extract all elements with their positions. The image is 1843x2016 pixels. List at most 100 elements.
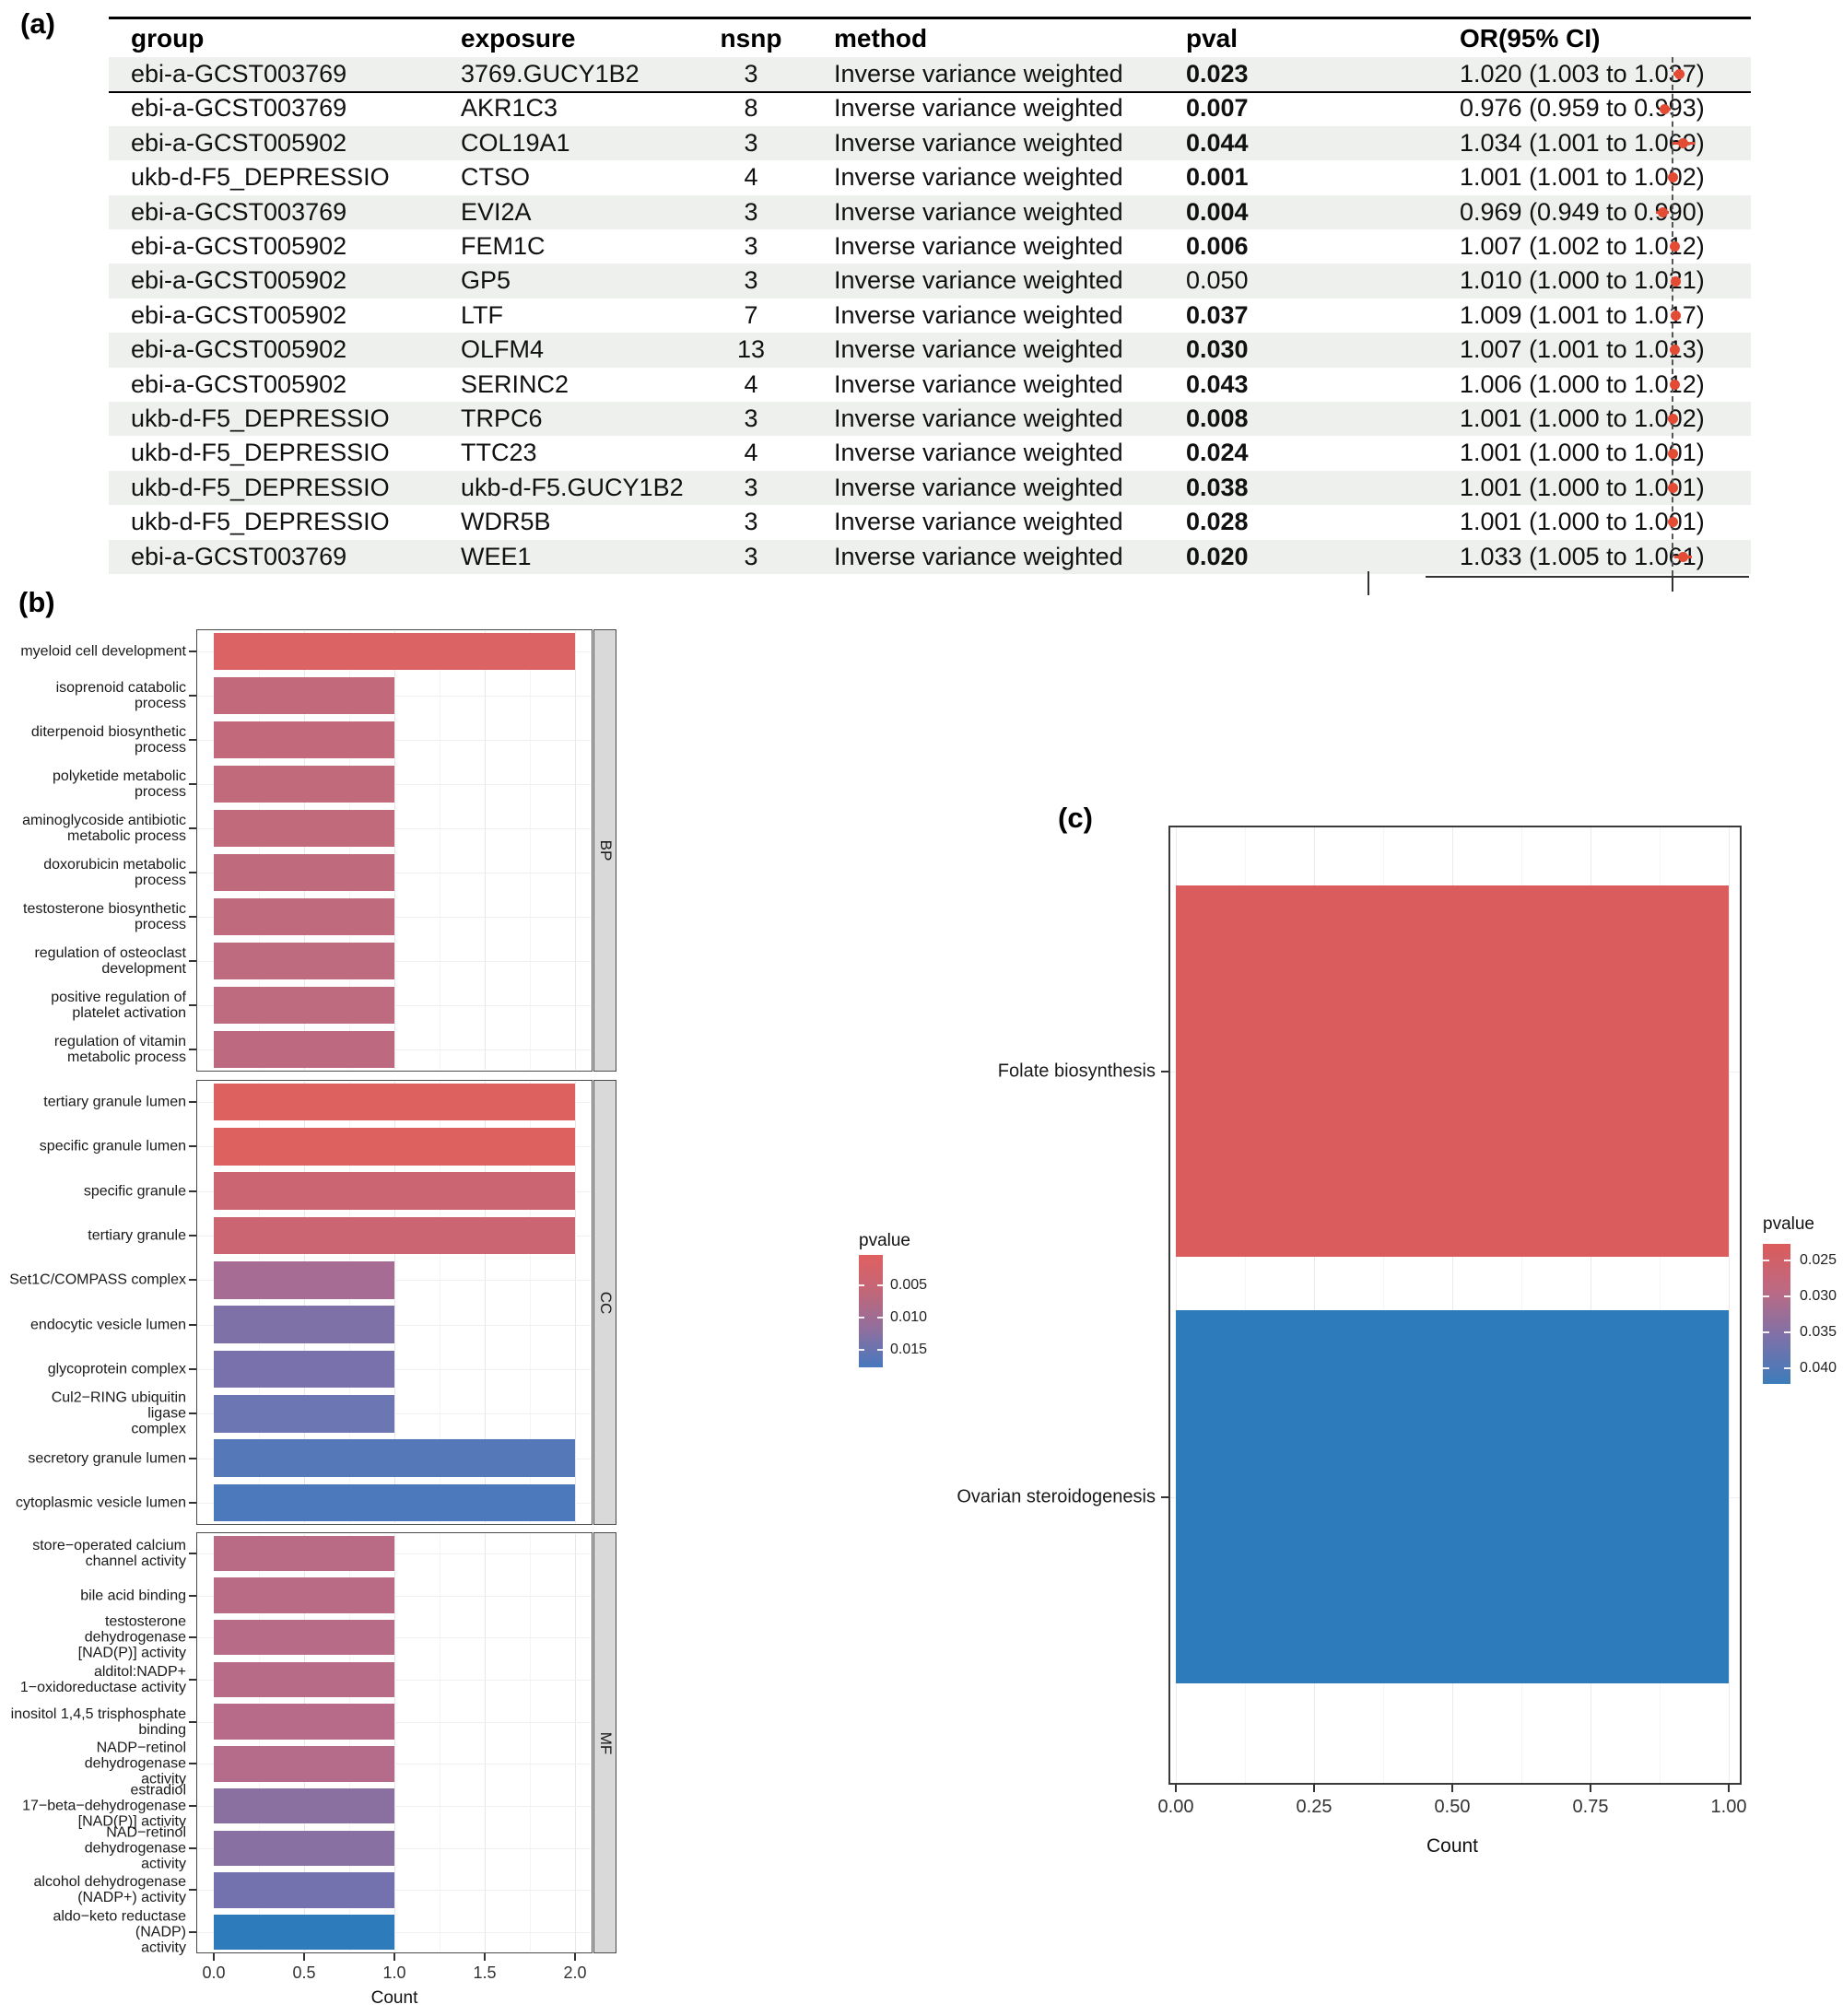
x-axis-tick-label: 0.25 [1296, 1797, 1332, 1817]
cell-method: Inverse variance weighted [834, 128, 1123, 157]
grid-h [198, 1413, 591, 1415]
y-axis-tick [189, 1552, 196, 1554]
category-label: Cul2−RING ubiquitin ligase complex [51, 1389, 186, 1437]
go-bar [214, 632, 575, 671]
cell-exposure: SERINC2 [461, 369, 569, 398]
grid-v [1729, 827, 1730, 1783]
grid-v [1521, 827, 1522, 1783]
grid-h [198, 696, 591, 697]
category-label: myeloid cell development [20, 643, 186, 660]
y-axis-tick [189, 1235, 196, 1237]
go-bar [214, 1620, 394, 1656]
x-axis-tick-label: 2.0 [563, 1963, 587, 1982]
cell-nsnp: 8 [744, 94, 758, 123]
go-bar [214, 1439, 575, 1477]
category-label: testosterone biosynthetic process [23, 901, 186, 932]
cell-or-ci: 1.033 (1.005 to 1.061) [1460, 542, 1705, 570]
grid-h [198, 1553, 591, 1554]
y-axis-tick [189, 1763, 196, 1765]
category-label: Set1C/COMPASS complex [9, 1272, 186, 1288]
legend-tick-dash [859, 1284, 864, 1286]
cell-nsnp: 4 [744, 369, 758, 398]
y-axis-tick [189, 872, 196, 873]
legend-tick-dash [1763, 1331, 1769, 1333]
facet-panel-border [196, 1532, 593, 1953]
cell-nsnp: 3 [744, 128, 758, 157]
grid-v [485, 631, 486, 1070]
cell-method: Inverse variance weighted [834, 94, 1123, 123]
grid-h [198, 917, 591, 918]
cell-or-ci: 1.009 (1.001 to 1.017) [1460, 300, 1705, 329]
x-axis-tick-label: 0.75 [1572, 1797, 1609, 1817]
legend-tick-label: 0.030 [1800, 1288, 1837, 1304]
legend-title: pvalue [859, 1231, 910, 1250]
col-header-or-ci: OR(95% CI) [1460, 24, 1601, 53]
forest-left-tick [1368, 571, 1369, 595]
cell-or-ci: 1.010 (1.000 to 1.021) [1460, 266, 1705, 295]
x-axis-tick [213, 1953, 215, 1961]
cell-group: ebi-a-GCST005902 [131, 335, 347, 364]
facet-panel-border [196, 1080, 593, 1525]
cell-group: ukb-d-F5_DEPRESSIO [131, 473, 390, 501]
legend-tick-dash [1784, 1367, 1790, 1369]
grid-v [394, 1082, 395, 1523]
legend-tick-dash [1763, 1260, 1769, 1261]
go-bar [214, 1830, 394, 1866]
grid-h [198, 1806, 591, 1808]
cell-nsnp: 4 [744, 439, 758, 467]
cell-method: Inverse variance weighted [834, 163, 1123, 192]
category-label: inositol 1,4,5 trisphosphate binding [10, 1705, 186, 1738]
grid-h [198, 1280, 591, 1282]
grid-v [304, 1082, 305, 1523]
col-header-exposure: exposure [461, 24, 576, 53]
category-label: diterpenoid biosynthetic process [30, 724, 186, 756]
col-header-nsnp: nsnp [720, 24, 782, 53]
cell-group: ukb-d-F5_DEPRESSIO [131, 439, 390, 467]
category-label: tertiary granule [88, 1227, 186, 1244]
cell-method: Inverse variance weighted [834, 232, 1123, 260]
forest-or-dot [1673, 69, 1685, 80]
go-bar [214, 853, 394, 892]
forest-or-dot [1667, 483, 1678, 493]
y-axis-tick [189, 1323, 196, 1326]
cell-or-ci: 1.001 (1.000 to 1.001) [1460, 439, 1705, 467]
y-axis-tick [189, 1594, 196, 1597]
facet-strip-label: MF [596, 1731, 615, 1754]
cell-nsnp: 3 [744, 404, 758, 432]
legend-tick-label: 0.015 [890, 1342, 928, 1357]
category-label: aminoglycoside antibiotic metabolic proc… [22, 813, 186, 844]
grid-v [485, 1534, 486, 1952]
facet-strip: BP [593, 629, 616, 1072]
cell-exposure: COL19A1 [461, 128, 570, 157]
x-axis-title: Count [370, 1988, 418, 2008]
cell-pval: 0.023 [1186, 60, 1249, 88]
cell-nsnp: 7 [744, 300, 758, 329]
category-label: Ovarian steroidogenesis [957, 1486, 1156, 1506]
grid-v [349, 1534, 350, 1952]
cell-nsnp: 13 [736, 335, 766, 364]
go-bar [214, 765, 394, 803]
cell-pval: 0.028 [1186, 508, 1249, 536]
cell-pval: 0.043 [1186, 369, 1249, 398]
category-label: regulation of vitamin metabolic process [53, 1034, 186, 1065]
y-axis-tick [189, 783, 196, 785]
cell-method: Inverse variance weighted [834, 404, 1123, 432]
grid-v [1660, 827, 1661, 1783]
grid-h [198, 961, 591, 962]
x-axis-tick [1313, 1785, 1315, 1792]
cell-or-ci: 1.034 (1.001 to 1.069) [1460, 128, 1705, 157]
legend-tick-label: 0.040 [1800, 1360, 1837, 1376]
category-label: secretory granule lumen [28, 1450, 186, 1467]
category-label: estradiol 17−beta−dehydrogenase [NAD(P)]… [22, 1782, 186, 1830]
grid-h [198, 740, 591, 741]
facet-strip: CC [593, 1080, 616, 1525]
category-label: polyketide metabolic process [53, 768, 186, 800]
grid-v [394, 631, 395, 1070]
cell-exposure: LTF [461, 300, 503, 329]
category-label: tertiary granule lumen [43, 1094, 186, 1110]
y-axis-tick [189, 827, 196, 829]
legend-tick-dash [859, 1349, 864, 1351]
x-axis-tick [574, 1953, 576, 1961]
table-row-shade [109, 125, 1751, 161]
category-label: cytoplasmic vesicle lumen [16, 1494, 186, 1511]
